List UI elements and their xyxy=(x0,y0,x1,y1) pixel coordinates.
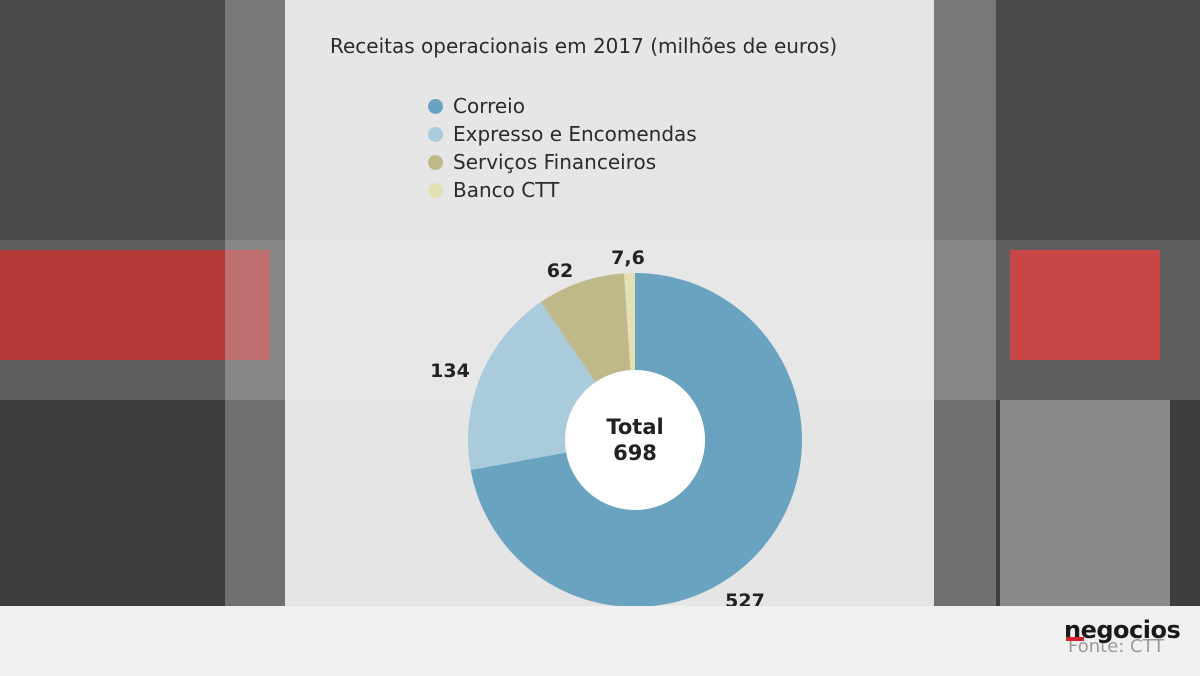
legend-swatch xyxy=(428,182,443,198)
donut-slice-4 xyxy=(624,273,635,371)
donut-center xyxy=(565,370,705,510)
legend-label: Banco CTT xyxy=(453,178,560,202)
footer-bar xyxy=(0,606,1200,676)
donut-slice-3 xyxy=(540,273,631,383)
data-label-4: 7,6 xyxy=(611,247,645,269)
background-band-left xyxy=(225,0,285,606)
data-label-3: 62 xyxy=(547,260,573,282)
legend-swatch xyxy=(428,154,443,170)
donut-slice-2 xyxy=(468,302,596,470)
center-label: Total xyxy=(606,415,663,439)
donut-slice-1 xyxy=(470,273,803,607)
legend: Correio Expresso e Encomendas Serviços F… xyxy=(428,92,697,204)
data-label-2: 134 xyxy=(430,360,470,382)
chart-title: Receitas operacionais em 2017 (milhões d… xyxy=(330,34,838,58)
legend-label: Correio xyxy=(453,94,525,118)
brand-logo-mark xyxy=(1066,637,1084,641)
legend-label: Expresso e Encomendas xyxy=(453,122,697,146)
legend-item-banco: Banco CTT xyxy=(428,176,697,204)
legend-label: Serviços Financeiros xyxy=(453,150,657,174)
legend-item-expresso: Expresso e Encomendas xyxy=(428,120,697,148)
background-band-right xyxy=(934,0,996,606)
source-note: Fonte: CTT xyxy=(1068,636,1165,657)
legend-item-servicos: Serviços Financeiros xyxy=(428,148,697,176)
legend-swatch xyxy=(428,98,443,114)
legend-swatch xyxy=(428,126,443,142)
center-value: 698 xyxy=(613,441,657,465)
legend-item-correio: Correio xyxy=(428,92,697,120)
